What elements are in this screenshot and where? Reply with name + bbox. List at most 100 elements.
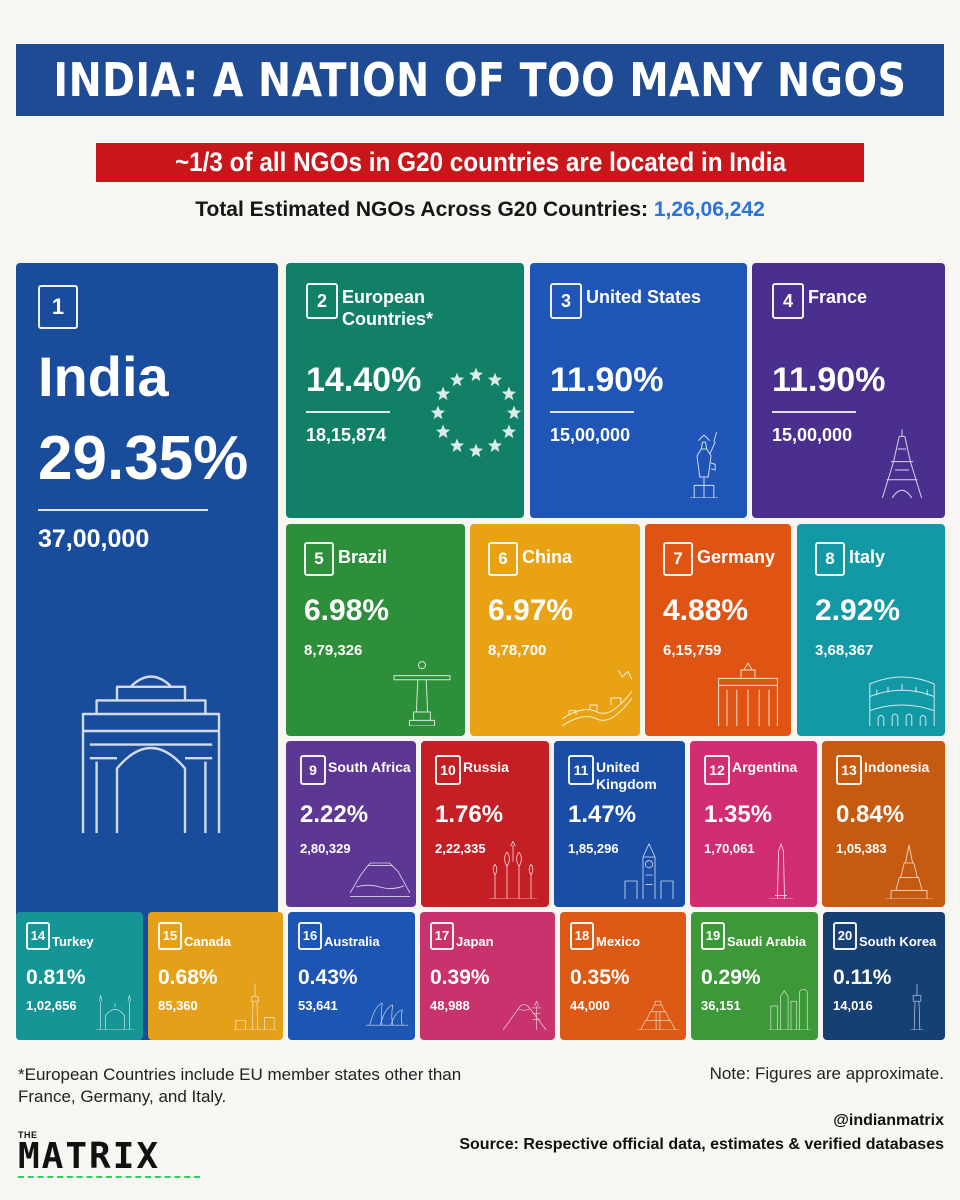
share-percent: 4.88% bbox=[663, 594, 749, 627]
ngo-count: 8,78,700 bbox=[488, 642, 547, 659]
tile-temple: 13 Indonesia 0.84% 1,05,383 bbox=[822, 741, 945, 907]
divider bbox=[38, 509, 208, 511]
rank-badge: 8 bbox=[815, 542, 845, 576]
share-percent: 0.81% bbox=[26, 966, 86, 989]
share-percent: 11.90% bbox=[772, 361, 886, 399]
share-percent: 29.35% bbox=[38, 424, 249, 493]
rank-badge: 7 bbox=[663, 542, 693, 576]
social-handle: @indianmatrix bbox=[833, 1112, 944, 1129]
mount-fuji-pagoda-icon bbox=[503, 1000, 547, 1030]
tile-mount-fuji-pagoda: 17 Japan 0.39% 48,988 bbox=[420, 912, 555, 1040]
share-percent: 0.29% bbox=[701, 966, 761, 989]
rank-badge: 2 bbox=[306, 283, 338, 319]
total-value: 1,26,06,242 bbox=[653, 198, 765, 221]
rank-badge: 4 bbox=[772, 283, 804, 319]
source-text: Source: Respective official data, estima… bbox=[459, 1136, 944, 1153]
country-name: European Countries* bbox=[342, 287, 434, 329]
tile-table-mountain: 9 South Africa 2.22% 2,80,329 bbox=[286, 741, 416, 907]
country-name: Mexico bbox=[596, 934, 641, 949]
tile-opera-house: 16 Australia 0.43% 53,641 bbox=[288, 912, 415, 1040]
country-name: South Korea bbox=[859, 934, 937, 949]
divider bbox=[306, 411, 390, 413]
rank-badge: 9 bbox=[300, 755, 326, 785]
subtitle-banner: ~1/3 of all NGOs in G20 countries are lo… bbox=[96, 143, 864, 182]
tile-obelisk: 12 Argentina 1.35% 1,70,061 bbox=[690, 741, 817, 907]
logo-the: THE bbox=[18, 1130, 38, 1140]
divider bbox=[550, 411, 634, 413]
ngo-count: 36,151 bbox=[701, 998, 741, 1013]
rank-badge: 20 bbox=[833, 922, 857, 950]
country-name: United Kingdom bbox=[596, 759, 657, 792]
rank-badge: 17 bbox=[430, 922, 454, 950]
rank-badge: 6 bbox=[488, 542, 518, 576]
colosseum-icon bbox=[869, 676, 935, 726]
opera-house-icon bbox=[365, 1002, 409, 1026]
india-gate-icon bbox=[81, 675, 221, 833]
ngo-count: 1,02,656 bbox=[26, 998, 77, 1013]
country-name: South Africa bbox=[328, 759, 411, 775]
mosque-icon bbox=[95, 995, 135, 1030]
tile-statue-of-liberty: 3 United States 11.90% 15,00,000 bbox=[530, 263, 747, 518]
divider bbox=[772, 411, 856, 413]
country-name: Italy bbox=[849, 547, 886, 567]
share-percent: 14.40% bbox=[306, 361, 422, 399]
eu-stars-icon bbox=[430, 367, 522, 458]
eiffel-tower-icon bbox=[881, 429, 923, 498]
logo-underline bbox=[18, 1176, 200, 1179]
share-percent: 6.97% bbox=[488, 594, 574, 627]
st-basils-icon bbox=[489, 840, 537, 899]
ngo-count: 44,000 bbox=[570, 998, 610, 1013]
rank-badge: 5 bbox=[304, 542, 334, 576]
ngo-count: 14,016 bbox=[833, 998, 873, 1013]
great-wall-icon bbox=[562, 669, 632, 726]
share-percent: 0.84% bbox=[836, 801, 905, 828]
source-credit: Source: Respective official data, estima… bbox=[459, 1135, 944, 1156]
share-percent: 0.39% bbox=[430, 966, 490, 989]
tile-pyramid: 18 Mexico 0.35% 44,000 bbox=[560, 912, 686, 1040]
approximate-note: Note: Figures are approximate. bbox=[709, 1064, 944, 1083]
rank-badge: 18 bbox=[570, 922, 594, 950]
tile-mosque: 14 Turkey 0.81% 1,02,656 bbox=[16, 912, 143, 1040]
country-name: Canada bbox=[184, 934, 231, 949]
rank-badge: 19 bbox=[701, 922, 725, 950]
country-name: Indonesia bbox=[864, 759, 930, 775]
total-label: Total Estimated NGOs Across G20 Countrie… bbox=[195, 198, 648, 221]
ngo-count: 18,15,874 bbox=[306, 425, 387, 445]
ngo-count: 15,00,000 bbox=[772, 425, 853, 445]
tile-eu-stars: 2 European Countries* 14.40% 18,15,874 bbox=[286, 263, 524, 518]
share-percent: 1.35% bbox=[704, 801, 773, 828]
share-percent: 1.76% bbox=[435, 801, 504, 828]
title-banner: INDIA: A NATION OF TOO MANY NGOS bbox=[16, 44, 944, 116]
tile-colosseum: 8 Italy 2.92% 3,68,367 bbox=[797, 524, 945, 736]
ngo-count: 1,70,061 bbox=[704, 841, 755, 856]
page-title: INDIA: A NATION OF TOO MANY NGOS bbox=[53, 53, 907, 107]
christ-redeemer-icon bbox=[393, 661, 451, 726]
tile-india-gate: 1 India 29.35% 37,00,000 bbox=[16, 263, 278, 1040]
footnote: *European Countries include EU member st… bbox=[18, 1065, 462, 1107]
share-percent: 1.47% bbox=[568, 801, 637, 828]
tile-namsan-tower: 20 South Korea 0.11% 14,016 bbox=[823, 912, 945, 1040]
country-name: Turkey bbox=[52, 934, 94, 949]
rank-badge: 11 bbox=[568, 755, 594, 785]
cn-tower-icon bbox=[233, 983, 277, 1030]
ngo-count: 15,00,000 bbox=[550, 425, 631, 445]
tile-skyline: 19 Saudi Arabia 0.29% 36,151 bbox=[691, 912, 818, 1040]
country-name: Germany bbox=[697, 547, 776, 567]
matrix-logo: THE MATRIX bbox=[18, 1130, 200, 1179]
share-percent: 0.35% bbox=[570, 966, 630, 989]
country-name: France bbox=[808, 287, 868, 307]
rank-badge: 3 bbox=[550, 283, 582, 319]
country-name: Japan bbox=[456, 934, 494, 949]
ngo-count: 53,641 bbox=[298, 998, 338, 1013]
tile-great-wall: 6 China 6.97% 8,78,700 bbox=[470, 524, 640, 736]
country-name: Russia bbox=[463, 759, 509, 775]
country-name: Argentina bbox=[732, 759, 798, 775]
rank-badge: 14 bbox=[26, 922, 50, 950]
total-estimate: Total Estimated NGOs Across G20 Countrie… bbox=[0, 198, 960, 222]
tile-st-basils: 10 Russia 1.76% 2,22,335 bbox=[421, 741, 549, 907]
country-name: Saudi Arabia bbox=[727, 934, 806, 949]
ngo-count: 37,00,000 bbox=[38, 525, 150, 553]
tile-big-ben: 11 United Kingdom 1.47% 1,85,296 bbox=[554, 741, 685, 907]
logo-word: MATRIX bbox=[18, 1136, 161, 1177]
skyline-icon bbox=[768, 988, 812, 1030]
